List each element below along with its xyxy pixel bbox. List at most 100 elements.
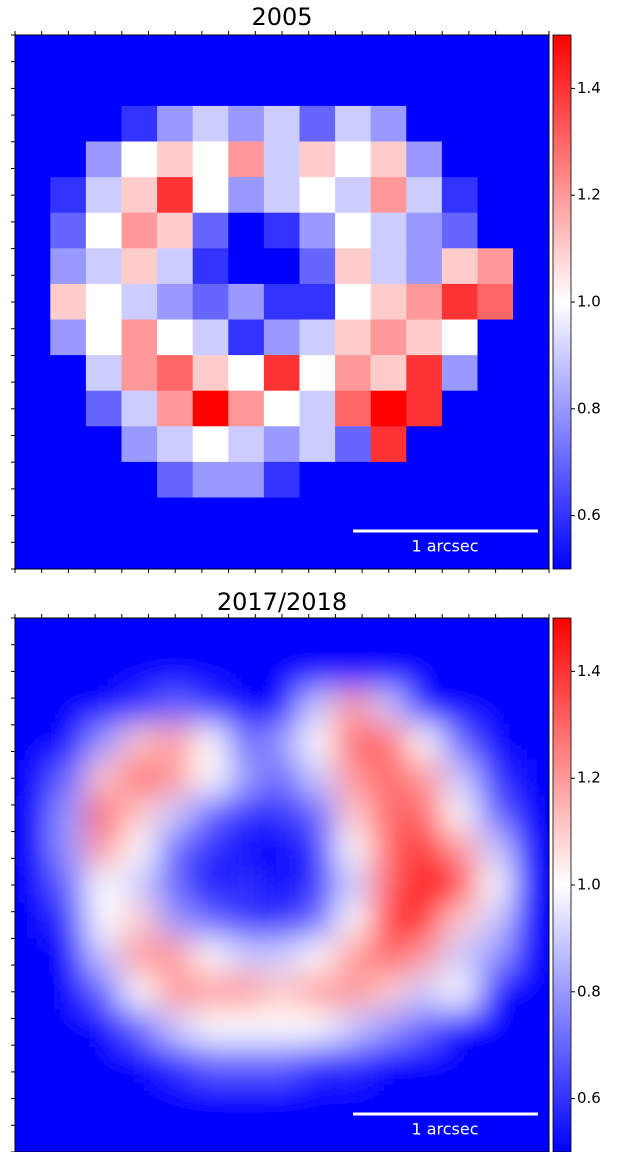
heatmap-cell: [477, 283, 514, 321]
heatmap-cell: [513, 212, 549, 249]
heatmap-cell: [192, 533, 229, 569]
heatmap-cell: [477, 618, 514, 654]
heatmap-cell: [192, 760, 229, 797]
heatmap-cell: [192, 1044, 229, 1082]
heatmap-cell: [406, 497, 443, 534]
heatmap-cell: [15, 533, 51, 569]
heatmap-cell: [335, 426, 372, 463]
heatmap-cell: [441, 70, 479, 107]
heatmap-cell: [513, 70, 549, 107]
heatmap-cell: [85, 1009, 123, 1046]
heatmap-cell: [192, 497, 229, 534]
heatmap-cell: [85, 497, 123, 534]
heatmap-cell: [50, 688, 87, 726]
heatmap-cell: [335, 653, 372, 690]
heatmap-cell: [50, 319, 87, 356]
heatmap-cell: [441, 497, 479, 534]
heatmap-cell: [335, 355, 372, 392]
heatmap-cell: [157, 688, 194, 726]
heatmap-cell: [50, 724, 87, 761]
heatmap-cell: [121, 35, 158, 71]
heatmap-cell: [299, 938, 336, 975]
heatmap-cell: [299, 426, 336, 463]
colorbar-tick-label: 0.8: [577, 982, 601, 1000]
heatmap-cell: [15, 177, 51, 214]
heatmap-cell: [263, 724, 301, 761]
heatmap-cell: [513, 390, 549, 427]
colorbar-tick-label: 0.6: [577, 506, 601, 524]
heatmap-cell: [406, 973, 443, 1010]
heatmap-cell: [157, 760, 194, 797]
heatmap-cell: [157, 426, 194, 463]
heatmap-cell: [513, 426, 549, 463]
heatmap-cell: [406, 795, 443, 832]
heatmap-cell: [263, 1080, 301, 1117]
heatmap-cell: [263, 902, 301, 939]
heatmap-cell: [406, 461, 443, 499]
heatmap-cell: [263, 618, 301, 654]
heatmap-cell: [513, 1009, 549, 1046]
heatmap-cell: [263, 390, 301, 427]
heatmap-cell: [406, 618, 443, 654]
heatmap-cell: [50, 902, 87, 939]
heatmap-cell: [228, 461, 265, 499]
heatmap-cell: [513, 795, 549, 832]
heatmap-cell: [228, 1080, 265, 1117]
heatmap-cell: [335, 973, 372, 1010]
heatmap-cell: [192, 319, 229, 356]
heatmap-cell: [299, 533, 336, 569]
heatmap-cell: [50, 1044, 87, 1082]
heatmap-cell: [299, 177, 336, 214]
heatmap-cell: [299, 760, 336, 797]
heatmap-cell: [441, 1080, 479, 1117]
heatmap-cell: [192, 141, 229, 178]
heatmap-cell: [513, 461, 549, 499]
heatmap-cell: [370, 70, 407, 107]
heatmap-cell: [406, 533, 443, 569]
heatmap-cell: [370, 938, 407, 975]
heatmap-cell: [406, 355, 443, 392]
colorbar-tick-label: 1.2: [577, 769, 601, 787]
heatmap-cell: [513, 618, 549, 654]
heatmap-cell: [370, 973, 407, 1010]
heatmap-cell: [263, 760, 301, 797]
heatmap-cell: [335, 1044, 372, 1082]
heatmap-cell: [50, 1009, 87, 1046]
heatmap-cell: [370, 831, 407, 868]
heatmap-cell: [228, 283, 265, 321]
heatmap-cell: [121, 283, 158, 321]
heatmap-cell: [441, 618, 479, 654]
heatmap-cell: [228, 1009, 265, 1046]
heatmap-cell: [335, 177, 372, 214]
heatmap-cell: [513, 497, 549, 534]
heatmap-cell: [157, 866, 194, 904]
colorbar: [552, 617, 572, 1152]
heatmap-cell: [441, 533, 479, 569]
heatmap-cell: [299, 461, 336, 499]
heatmap-cell: [406, 248, 443, 285]
heatmap-cell: [85, 1080, 123, 1117]
heatmap-cell: [228, 973, 265, 1010]
heatmap-cell: [263, 105, 301, 143]
heatmap-cell: [50, 248, 87, 285]
heatmap-cell: [513, 319, 549, 356]
heatmap-cell: [228, 724, 265, 761]
heatmap-cell: [335, 283, 372, 321]
heatmap-cell: [406, 760, 443, 797]
heatmap-cell: [477, 461, 514, 499]
heatmap-cell: [406, 319, 443, 356]
heatmap-cell: [477, 653, 514, 690]
heatmap-cell: [157, 70, 194, 107]
heatmap-cell: [85, 831, 123, 868]
colorbar-tick-label: 0.6: [577, 1089, 601, 1107]
heatmap-cell: [228, 497, 265, 534]
heatmap-cell: [299, 35, 336, 71]
heatmap-cell: [441, 938, 479, 975]
heatmap-cell: [157, 831, 194, 868]
heatmap-cell: [513, 724, 549, 761]
heatmap-cell: [299, 283, 336, 321]
heatmap-cell: [121, 902, 158, 939]
heatmap-cell: [370, 248, 407, 285]
heatmap-cell: [85, 938, 123, 975]
heatmap-cell: [228, 426, 265, 463]
